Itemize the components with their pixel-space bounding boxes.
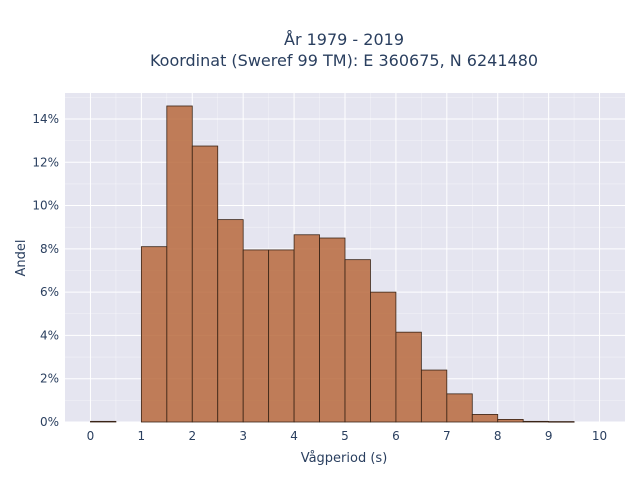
y-tick-label: 2% — [40, 372, 59, 386]
y-tick-label: 6% — [40, 285, 59, 299]
histogram-bar — [497, 419, 524, 423]
x-tick-label: 10 — [592, 429, 607, 443]
chart-title-line-2: Koordinat (Sweref 99 TM): E 360675, N 62… — [150, 51, 538, 70]
histogram-bar — [344, 259, 371, 423]
x-axis-ticks: 0 1 2 3 4 5 6 7 8 9 10 — [87, 429, 608, 443]
x-tick-label: 6 — [392, 429, 400, 443]
x-tick-label: 4 — [290, 429, 298, 443]
chart-title-line-1: År 1979 - 2019 — [284, 30, 404, 49]
y-tick-label: 12% — [32, 155, 59, 169]
bars — [90, 105, 575, 423]
x-tick-label: 7 — [443, 429, 451, 443]
histogram-bar — [217, 219, 244, 423]
histogram-bar — [395, 331, 422, 423]
histogram-bar — [446, 393, 473, 423]
histogram-bar — [293, 234, 320, 423]
histogram-bar — [90, 420, 117, 423]
y-tick-label: 8% — [40, 242, 59, 256]
histogram-bar — [522, 420, 550, 423]
histogram-bar — [420, 369, 448, 423]
x-tick-label: 9 — [545, 429, 553, 443]
histogram-bar — [548, 421, 575, 423]
y-axis-ticks: 0% 2% 4% 6% 8% 10% 12% 14% — [32, 112, 59, 429]
x-tick-label: 3 — [239, 429, 247, 443]
histogram-bar — [268, 249, 295, 423]
x-tick-label: 1 — [138, 429, 146, 443]
y-tick-label: 14% — [32, 112, 59, 126]
x-tick-label: 0 — [87, 429, 95, 443]
histogram-bar — [471, 414, 499, 423]
x-axis-title: Vågperiod (s) — [301, 451, 388, 466]
y-tick-label: 4% — [40, 328, 59, 342]
x-tick-label: 5 — [341, 429, 349, 443]
histogram-bar — [319, 237, 346, 423]
y-tick-label: 0% — [40, 415, 59, 429]
x-tick-label: 8 — [494, 429, 502, 443]
y-tick-label: 10% — [32, 199, 59, 213]
histogram-bar — [370, 291, 397, 423]
histogram-bar — [242, 249, 270, 423]
y-axis-title: Andel — [14, 240, 29, 277]
histogram-bar — [191, 145, 219, 423]
x-tick-label: 2 — [188, 429, 196, 443]
histogram-bar — [166, 105, 193, 423]
histogram-bar — [140, 246, 168, 423]
